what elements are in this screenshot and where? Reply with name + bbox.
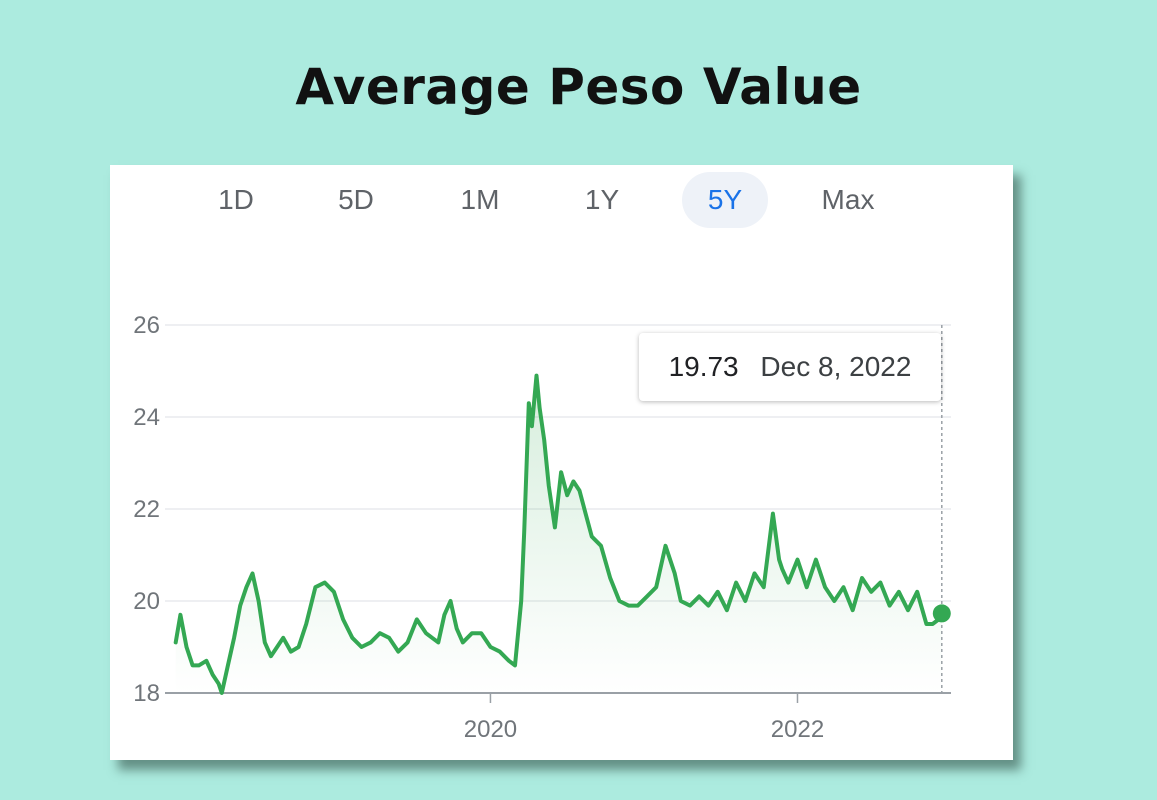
current-value-marker[interactable] xyxy=(932,604,951,623)
y-tick-label-22: 22 xyxy=(133,496,160,523)
y-tick-label-18: 18 xyxy=(133,680,160,707)
price-area xyxy=(175,375,942,693)
x-tick-label-2020: 2020 xyxy=(464,716,517,743)
y-tick-label-26: 26 xyxy=(133,312,160,339)
range-tabs: 1D 5D 1M 1Y 5Y Max xyxy=(110,165,1013,240)
price-line xyxy=(173,373,944,695)
tooltip-date: Dec 8, 2022 xyxy=(760,351,912,382)
tab-1m[interactable]: 1M xyxy=(460,184,500,215)
tab-1d[interactable]: 1D xyxy=(218,184,254,215)
y-tick-label-20: 20 xyxy=(133,588,160,615)
tab-5y[interactable]: 5Y xyxy=(682,172,768,228)
y-tick-label-24: 24 xyxy=(133,404,160,431)
page-title: Average Peso Value xyxy=(295,58,862,116)
y-axis-labels: 18 20 22 24 26 xyxy=(133,312,160,707)
tab-1y[interactable]: 1Y xyxy=(584,184,620,215)
tab-max[interactable]: Max xyxy=(821,184,875,215)
x-tick-label-2022: 2022 xyxy=(771,716,824,743)
chart-card: 1D 5D 1M 1Y 5Y Max 18 20 22 24 26 2020 2022 1… xyxy=(110,165,1013,760)
x-axis-ticks: 2020 2022 xyxy=(464,693,824,743)
value-tooltip: 19.73 Dec 8, 2022 xyxy=(639,333,941,401)
tab-5d[interactable]: 5D xyxy=(338,184,374,215)
tooltip-value: 19.73 xyxy=(668,351,739,382)
